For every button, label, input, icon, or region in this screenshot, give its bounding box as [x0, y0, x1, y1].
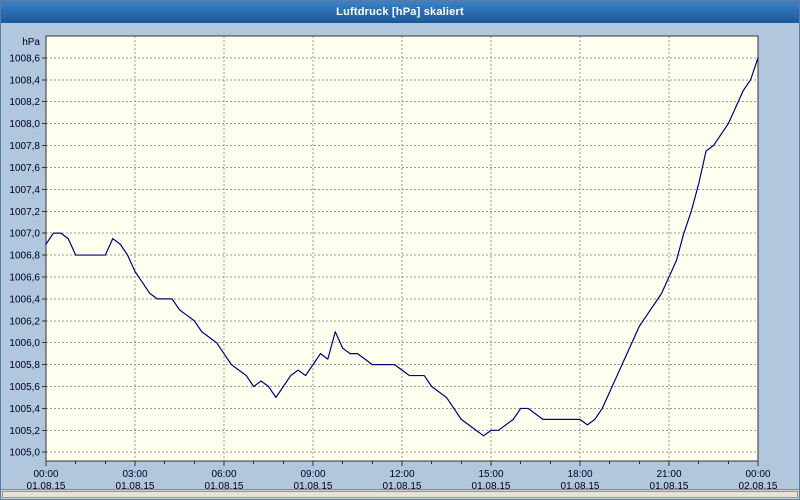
y-tick-label: 1007,8: [9, 141, 40, 152]
y-tick-label: 1006,4: [9, 294, 40, 305]
x-tick-date-label: 01.08.15: [294, 481, 333, 491]
horizontal-scrollbar[interactable]: [1, 489, 799, 499]
y-tick-label: 1005,4: [9, 404, 40, 415]
x-tick-time-label: 00:00: [33, 469, 58, 480]
title-bar: Luftdruck [hPa] skaliert: [1, 1, 799, 23]
y-tick-label: 1006,0: [9, 338, 40, 349]
x-tick-time-label: 12:00: [389, 469, 414, 480]
y-tick-label: 1006,2: [9, 316, 40, 327]
y-tick-label: 1007,6: [9, 163, 40, 174]
y-tick-label: 1006,8: [9, 251, 40, 262]
x-tick-date-label: 01.08.15: [116, 481, 155, 491]
chart-title: Luftdruck [hPa] skaliert: [336, 6, 464, 18]
y-tick-label: 1008,0: [9, 119, 40, 130]
x-tick-time-label: 15:00: [478, 469, 503, 480]
y-tick-label: 1005,8: [9, 360, 40, 371]
y-tick-label: 1005,0: [9, 448, 40, 459]
x-tick-date-label: 02.08.15: [739, 481, 778, 491]
x-tick-date-label: 01.08.15: [27, 481, 66, 491]
x-tick-time-label: 00:00: [745, 469, 770, 480]
y-axis-title: hPa: [22, 37, 40, 48]
x-tick-date-label: 01.08.15: [472, 481, 511, 491]
x-tick-time-label: 21:00: [656, 469, 681, 480]
x-tick-date-label: 01.08.15: [650, 481, 689, 491]
y-tick-label: 1005,2: [9, 426, 40, 437]
x-tick-time-label: 06:00: [211, 469, 236, 480]
scrollbar-thumb[interactable]: [2, 491, 798, 498]
x-tick-time-label: 09:00: [300, 469, 325, 480]
x-tick-date-label: 01.08.15: [205, 481, 244, 491]
plot-border: [45, 35, 759, 462]
y-tick-label: 1005,6: [9, 382, 40, 393]
y-tick-label: 1007,2: [9, 207, 40, 218]
y-tick-label: 1008,4: [9, 75, 40, 86]
y-tick-label: 1007,4: [9, 185, 40, 196]
x-tick-date-label: 01.08.15: [383, 481, 422, 491]
x-tick-time-label: 03:00: [122, 469, 147, 480]
y-tick-label: 1006,6: [9, 272, 40, 283]
pressure-line-chart: 1008,6 1008,4 1008,2 1008,0 1007,8 1007,6 1007…: [9, 35, 778, 491]
y-tick-label: 1008,2: [9, 97, 40, 108]
pressure-series-line: [45, 57, 759, 437]
y-tick-label: 1008,6: [9, 53, 40, 64]
x-tick-time-label: 18:00: [567, 469, 592, 480]
y-tick-label: 1007,0: [9, 229, 40, 240]
x-tick-date-label: 01.08.15: [561, 481, 600, 491]
